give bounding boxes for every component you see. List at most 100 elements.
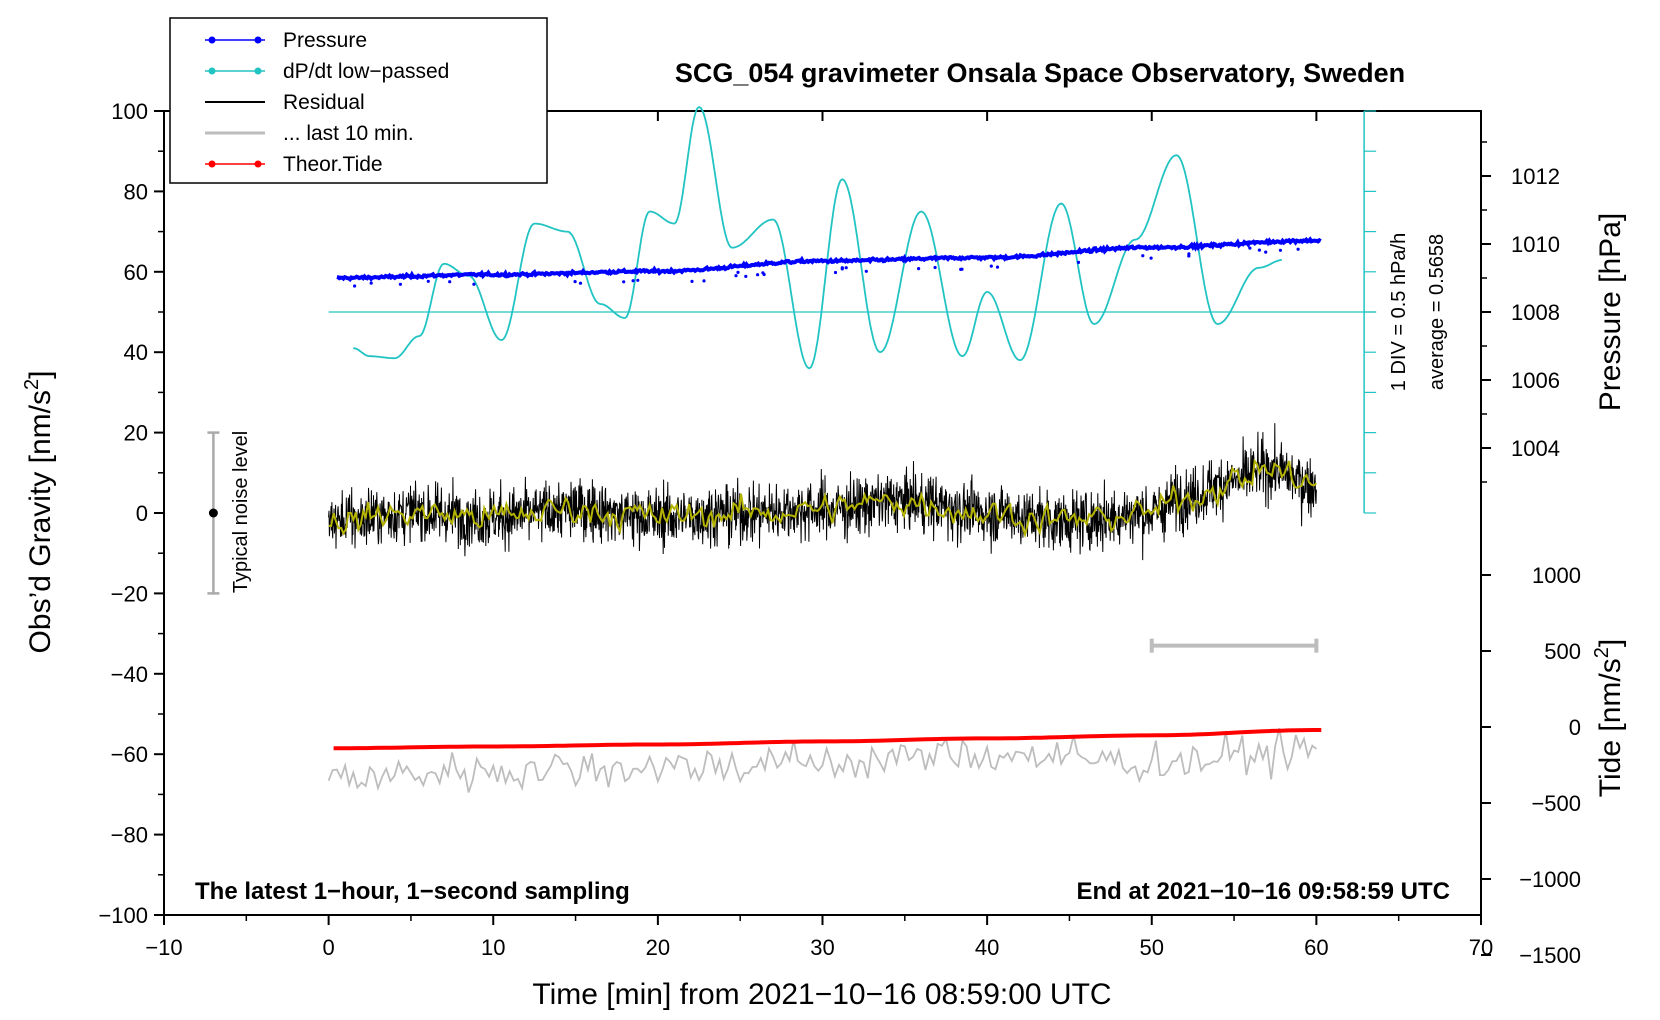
pressure-point <box>840 266 844 270</box>
pressure-point <box>960 267 964 271</box>
annotation-bottom-right: End at 2021−10−16 09:58:59 UTC <box>1076 878 1450 905</box>
legend-marker-tide-2 <box>254 160 262 168</box>
legend-label-tide: Theor.Tide <box>283 153 383 176</box>
last10-series <box>327 727 1317 793</box>
pressure-point <box>833 270 838 275</box>
annotation-div-scale: 1 DIV = 0.5 hPa/h <box>1388 233 1410 391</box>
pressure-point <box>622 280 626 284</box>
y-tick-label: 40 <box>124 340 148 365</box>
tide-tick-label: 500 <box>1544 639 1581 664</box>
pressure-point <box>573 280 577 284</box>
legend-marker-pressure <box>208 36 216 44</box>
pressure-point <box>933 265 937 270</box>
y-tick-label: 100 <box>111 99 148 124</box>
pressure-axis-label: Pressure [hPa] <box>1594 213 1627 411</box>
pressure-point <box>1296 247 1300 251</box>
last10-range-bar <box>1149 638 1319 653</box>
pressure-point <box>702 279 706 283</box>
pressure-point <box>744 274 748 278</box>
legend-marker-pressure-2 <box>254 36 262 44</box>
pressure-series <box>336 236 1322 288</box>
pressure-point <box>1141 254 1145 258</box>
pressure-axis-ticks: 1004 1006 1008 1010 1012 <box>1481 141 1560 483</box>
pressure-tick-label: 1004 <box>1511 436 1560 461</box>
annotation-average: average = 0.5658 <box>1426 234 1448 390</box>
pressure-point <box>472 282 476 286</box>
tide-tick-label: −500 <box>1531 791 1581 816</box>
y-left-axis-label-sup: 2 <box>21 379 43 390</box>
y-tick-label: 80 <box>124 179 148 204</box>
x-axis-label: Time [min] from 2021−10−16 08:59:00 UTC <box>532 978 1111 1011</box>
tide-line <box>333 728 1322 751</box>
x-tick-label: 30 <box>810 935 834 960</box>
pressure-point <box>353 284 357 288</box>
x-tick-label: 50 <box>1140 935 1164 960</box>
pressure-tick-label: 1006 <box>1511 368 1560 393</box>
legend-label-residual: Residual <box>283 91 365 114</box>
x-tick-label: 0 <box>323 935 335 960</box>
legend-label-dpdt: dP/dt low−passed <box>283 60 449 83</box>
legend-marker-tide <box>208 160 216 168</box>
pressure-tick-label: 1012 <box>1511 164 1560 189</box>
legend-entry-tide: Theor.Tide <box>205 153 383 176</box>
legend-marker-dpdt-2 <box>254 67 262 75</box>
y-tick-label: −80 <box>111 823 148 848</box>
legend-entry-residual: Residual <box>205 91 365 114</box>
tide-tick-label: −1500 <box>1519 943 1581 968</box>
tide-series <box>333 728 1322 751</box>
noise-bar-center <box>208 508 218 518</box>
y-tick-label: −60 <box>111 742 148 767</box>
residual-line <box>328 423 1317 561</box>
pressure-point <box>1257 248 1261 252</box>
residual-series <box>328 423 1318 561</box>
legend-entry-last10: ... last 10 min. <box>205 122 414 145</box>
tide-axis-label: Tide [nm/s2] <box>1591 639 1627 797</box>
tide-axis-label-text: Tide [nm/s <box>1594 658 1627 797</box>
x-tick-label: 20 <box>646 935 670 960</box>
annotation-bottom-left: The latest 1−hour, 1−second sampling <box>195 878 630 905</box>
pressure-point <box>578 281 583 285</box>
last10-line <box>327 727 1317 793</box>
pressure-point <box>734 274 738 278</box>
y-left-axis-label-end: ] <box>24 371 57 379</box>
y-tick-label: −100 <box>98 903 148 928</box>
x-tick-label: 10 <box>481 935 505 960</box>
x-tick-label: −10 <box>145 935 182 960</box>
legend-label-pressure: Pressure <box>283 29 367 52</box>
pressure-point <box>917 267 921 271</box>
pressure-point <box>636 278 640 282</box>
noise-bar <box>207 431 220 595</box>
pressure-point <box>398 282 402 286</box>
pressure-tick-label: 1010 <box>1511 232 1560 257</box>
pressure-point <box>1264 250 1268 254</box>
tide-tick-label: −1000 <box>1519 867 1581 892</box>
pressure-point <box>989 264 993 268</box>
pressure-point <box>631 279 635 283</box>
tide-axis-ticks: −1500 −1000 −500 0 500 1000 <box>1481 563 1581 968</box>
pressure-point <box>844 266 848 270</box>
pressure-point <box>995 265 1000 269</box>
x-axis-ticks: −10 0 10 20 30 40 50 60 70 <box>145 111 1493 960</box>
pressure-point <box>690 279 694 283</box>
x-tick-label: 40 <box>975 935 999 960</box>
pressure-point <box>448 280 452 284</box>
legend: Pressure dP/dt low−passed Residual ... l… <box>169 17 548 184</box>
pressure-point <box>1149 256 1153 260</box>
tide-tick-label: 1000 <box>1532 563 1581 588</box>
pressure-point <box>756 273 760 277</box>
y-tick-label: 20 <box>124 421 148 446</box>
residual-smoothed-line <box>328 458 1318 539</box>
legend-entry-pressure: Pressure <box>205 29 367 52</box>
legend-label-last10: ... last 10 min. <box>283 122 414 145</box>
tide-axis-label-sup: 2 <box>1591 647 1613 658</box>
pressure-point <box>1187 252 1191 256</box>
y-tick-label: 60 <box>124 260 148 285</box>
legend-marker-dpdt <box>208 67 216 75</box>
pressure-line <box>336 236 1322 283</box>
tide-tick-label: 0 <box>1569 715 1581 740</box>
legend-entry-dpdt: dP/dt low−passed <box>205 60 449 83</box>
pressure-point <box>762 272 766 277</box>
pressure-point <box>426 279 430 283</box>
x-tick-label: 70 <box>1469 935 1493 960</box>
